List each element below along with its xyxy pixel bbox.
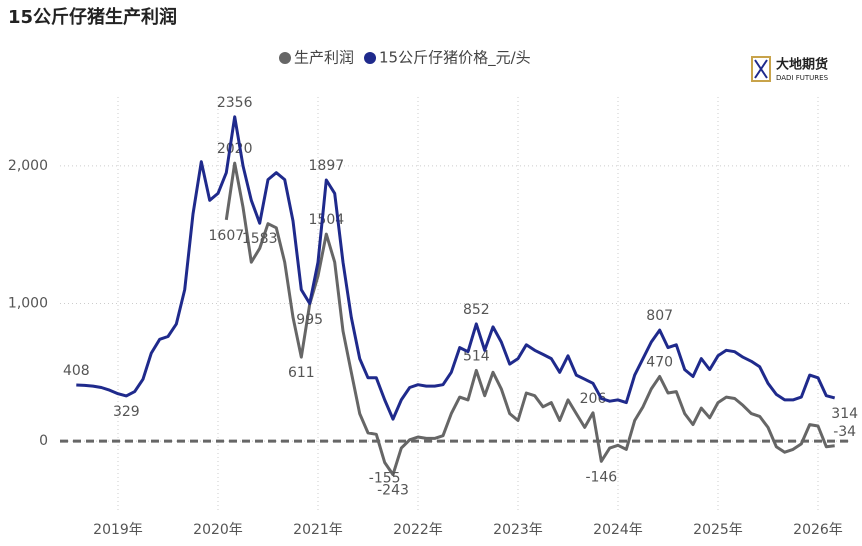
data-label: 514: [463, 348, 490, 364]
data-label: 329: [113, 404, 140, 420]
data-label: 995: [296, 312, 323, 328]
data-label: 408: [63, 363, 90, 379]
logo-sub: DADI FUTURES: [776, 74, 829, 82]
chart-title: 15公斤仔猪生产利润: [8, 6, 177, 28]
data-label: -146: [585, 469, 617, 485]
logo-icon: [754, 59, 768, 79]
data-label: 1504: [309, 212, 345, 228]
data-label: 807: [646, 308, 673, 324]
data-label: -155: [369, 471, 401, 487]
data-label: -34: [833, 424, 856, 440]
x-tick-label: 2026年: [793, 522, 843, 538]
y-tick-label: 2,000: [8, 158, 48, 174]
x-tick-label: 2019年: [93, 522, 143, 538]
data-label: 470: [646, 354, 673, 370]
legend-marker: [279, 52, 291, 64]
x-tick-label: 2021年: [293, 522, 343, 538]
y-tick-label: 0: [39, 433, 48, 449]
x-tick-label: 2022年: [393, 522, 443, 538]
x-tick-label: 2025年: [693, 522, 743, 538]
logo: 大地期货 DADI FUTURES: [751, 56, 829, 82]
data-label: 1607: [209, 228, 245, 244]
data-label: 611: [288, 365, 315, 381]
x-tick-label: 2023年: [493, 522, 543, 538]
x-tick-label: 2024年: [593, 522, 643, 538]
data-label: -243: [377, 483, 409, 499]
series-line: [224, 161, 835, 477]
data-label: 1583: [242, 231, 278, 247]
x-tick-label: 2020年: [193, 522, 243, 538]
data-label: 2020: [217, 141, 253, 157]
legend-label: 生产利润: [294, 49, 354, 67]
data-label: 1897: [309, 158, 345, 174]
legend-marker: [364, 52, 377, 64]
data-label: 852: [463, 302, 490, 318]
logo-name: 大地期货: [776, 57, 828, 73]
series-line: [76, 115, 836, 421]
legend-label: 15公斤仔猪价格_元/头: [379, 49, 531, 68]
y-tick-label: 1,000: [8, 296, 48, 312]
logo-icon: [751, 56, 771, 82]
data-label: 314: [831, 406, 858, 422]
data-label: 2356: [217, 95, 253, 111]
